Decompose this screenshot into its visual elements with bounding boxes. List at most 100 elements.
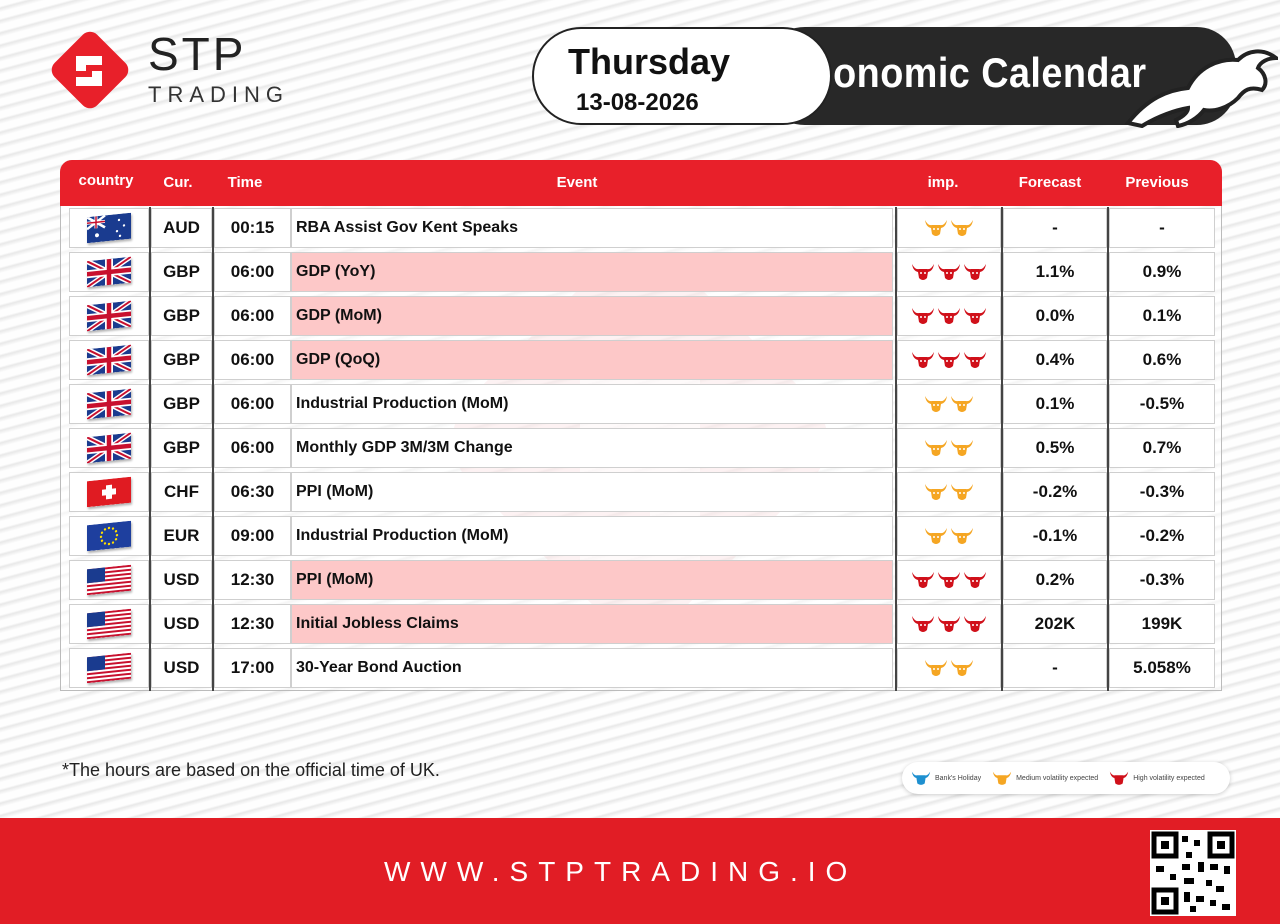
- event-cell: PPI (MoM): [291, 560, 893, 600]
- previous-cell: -0.5%: [1109, 384, 1215, 424]
- bull-icon: [951, 528, 973, 544]
- forecast-cell: 0.5%: [1003, 428, 1107, 468]
- day-label: Thursday: [568, 41, 731, 82]
- forecast-cell: 0.1%: [1003, 384, 1107, 424]
- col-country: country: [78, 172, 134, 189]
- column-divider: [212, 207, 214, 691]
- uk-flag-icon: [87, 344, 131, 376]
- col-event: Event: [556, 174, 598, 191]
- currency-cell: GBP: [151, 296, 212, 336]
- event-cell: RBA Assist Gov Kent Speaks: [291, 208, 893, 248]
- bull-icon: [912, 352, 934, 368]
- column-divider: [149, 207, 151, 691]
- country-cell: [69, 208, 149, 248]
- bull-icon: [938, 308, 960, 324]
- importance-cell: [897, 648, 1001, 688]
- importance-bulls: [924, 658, 974, 678]
- currency-cell: GBP: [151, 384, 212, 424]
- table-header: country Cur. Time Event imp. Forecast Pr…: [60, 160, 1222, 206]
- blue-bull-icon: [911, 771, 931, 785]
- importance-cell: [897, 340, 1001, 380]
- event-cell: GDP (QoQ): [291, 340, 893, 380]
- col-currency: Cur.: [163, 174, 193, 191]
- page-title: Economic Calendar: [786, 49, 1147, 96]
- forecast-cell: 0.2%: [1003, 560, 1107, 600]
- previous-cell: -0.2%: [1109, 516, 1215, 556]
- bull-icon: [951, 484, 973, 500]
- col-previous: Previous: [1125, 174, 1189, 191]
- time-cell: 06:00: [214, 384, 291, 424]
- bull-icon: [925, 660, 947, 676]
- importance-bulls: [924, 482, 974, 502]
- column-divider: [1107, 207, 1109, 691]
- website-link[interactable]: WWW.STPTRADING.IO: [384, 856, 858, 887]
- bull-icon: [951, 220, 973, 236]
- uk-flag-icon: [87, 388, 131, 420]
- importance-bulls: [924, 394, 974, 414]
- currency-cell: EUR: [151, 516, 212, 556]
- table-row: USD 12:30 PPI (MoM) 0.2% -0.3%: [61, 560, 1221, 602]
- table-row: GBP 06:00 Monthly GDP 3M/3M Change 0.5% 0.7%: [61, 428, 1221, 470]
- table-row: GBP 06:00 Industrial Production (MoM) 0.1% -…: [61, 384, 1221, 426]
- us-flag-icon: [87, 608, 131, 640]
- currency-cell: AUD: [151, 208, 212, 248]
- event-cell: Industrial Production (MoM): [291, 516, 893, 556]
- table-row: GBP 06:00 GDP (YoY) 1.1% 0.9%: [61, 252, 1221, 294]
- previous-cell: 199K: [1109, 604, 1215, 644]
- bull-icon: [964, 572, 986, 588]
- bull-icon: [964, 308, 986, 324]
- bull-icon: [964, 264, 986, 280]
- country-cell: [69, 472, 149, 512]
- table-row: AUD 00:15 RBA Assist Gov Kent Speaks - -: [61, 208, 1221, 250]
- forecast-cell: -0.2%: [1003, 472, 1107, 512]
- bull-icon: [938, 572, 960, 588]
- bull-icon: [964, 352, 986, 368]
- column-divider: [895, 207, 897, 691]
- table-row: USD 17:00 30-Year Bond Auction -5.058%: [61, 648, 1221, 690]
- time-cell: 12:30: [214, 604, 291, 644]
- importance-cell: [897, 560, 1001, 600]
- bull-icon: [912, 308, 934, 324]
- volatility-legend: Bank's Holiday Medium volatility expecte…: [902, 762, 1230, 794]
- bull-icon: [912, 572, 934, 588]
- previous-cell: 0.9%: [1109, 252, 1215, 292]
- bull-icon: [912, 616, 934, 632]
- table-row: GBP 06:00 GDP (MoM) 0.0% 0.1%: [61, 296, 1221, 338]
- bull-icon: [951, 660, 973, 676]
- currency-cell: GBP: [151, 252, 212, 292]
- currency-cell: CHF: [151, 472, 212, 512]
- time-cell: 17:00: [214, 648, 291, 688]
- orange-bull-icon: [992, 771, 1012, 785]
- col-forecast: Forecast: [1018, 174, 1082, 191]
- event-cell: GDP (MoM): [291, 296, 893, 336]
- time-cell: 09:00: [214, 516, 291, 556]
- previous-cell: -0.3%: [1109, 472, 1215, 512]
- country-cell: [69, 560, 149, 600]
- event-cell: Monthly GDP 3M/3M Change: [291, 428, 893, 468]
- brand-name: STP: [148, 28, 247, 80]
- red-bull-icon: [1110, 771, 1129, 785]
- date-label: 13-08-2026: [576, 89, 699, 116]
- forecast-cell: 0.0%: [1003, 296, 1107, 336]
- importance-cell: [897, 208, 1001, 248]
- importance-cell: [897, 472, 1001, 512]
- importance-bulls: [911, 350, 987, 370]
- brand-logo: STP TRADING: [46, 26, 289, 114]
- bull-icon: [925, 484, 947, 500]
- time-cell: 06:00: [214, 296, 291, 336]
- brand-sub: TRADING: [148, 82, 289, 107]
- country-cell: [69, 340, 149, 380]
- bull-icon: [925, 440, 947, 456]
- footer-bar: WWW.STPTRADING.IO: [0, 818, 1280, 924]
- time-cell: 06:00: [214, 340, 291, 380]
- bull-icon: [938, 264, 960, 280]
- importance-cell: [897, 516, 1001, 556]
- country-cell: [69, 516, 149, 556]
- bull-silhouette-icon: [1124, 49, 1278, 128]
- country-cell: [69, 384, 149, 424]
- currency-cell: USD: [151, 560, 212, 600]
- qr-code-icon: [1150, 830, 1236, 916]
- event-cell: 30-Year Bond Auction: [291, 648, 893, 688]
- table-row: GBP 06:00 GDP (QoQ) 0.4% 0.6%: [61, 340, 1221, 382]
- col-time: Time: [227, 174, 263, 191]
